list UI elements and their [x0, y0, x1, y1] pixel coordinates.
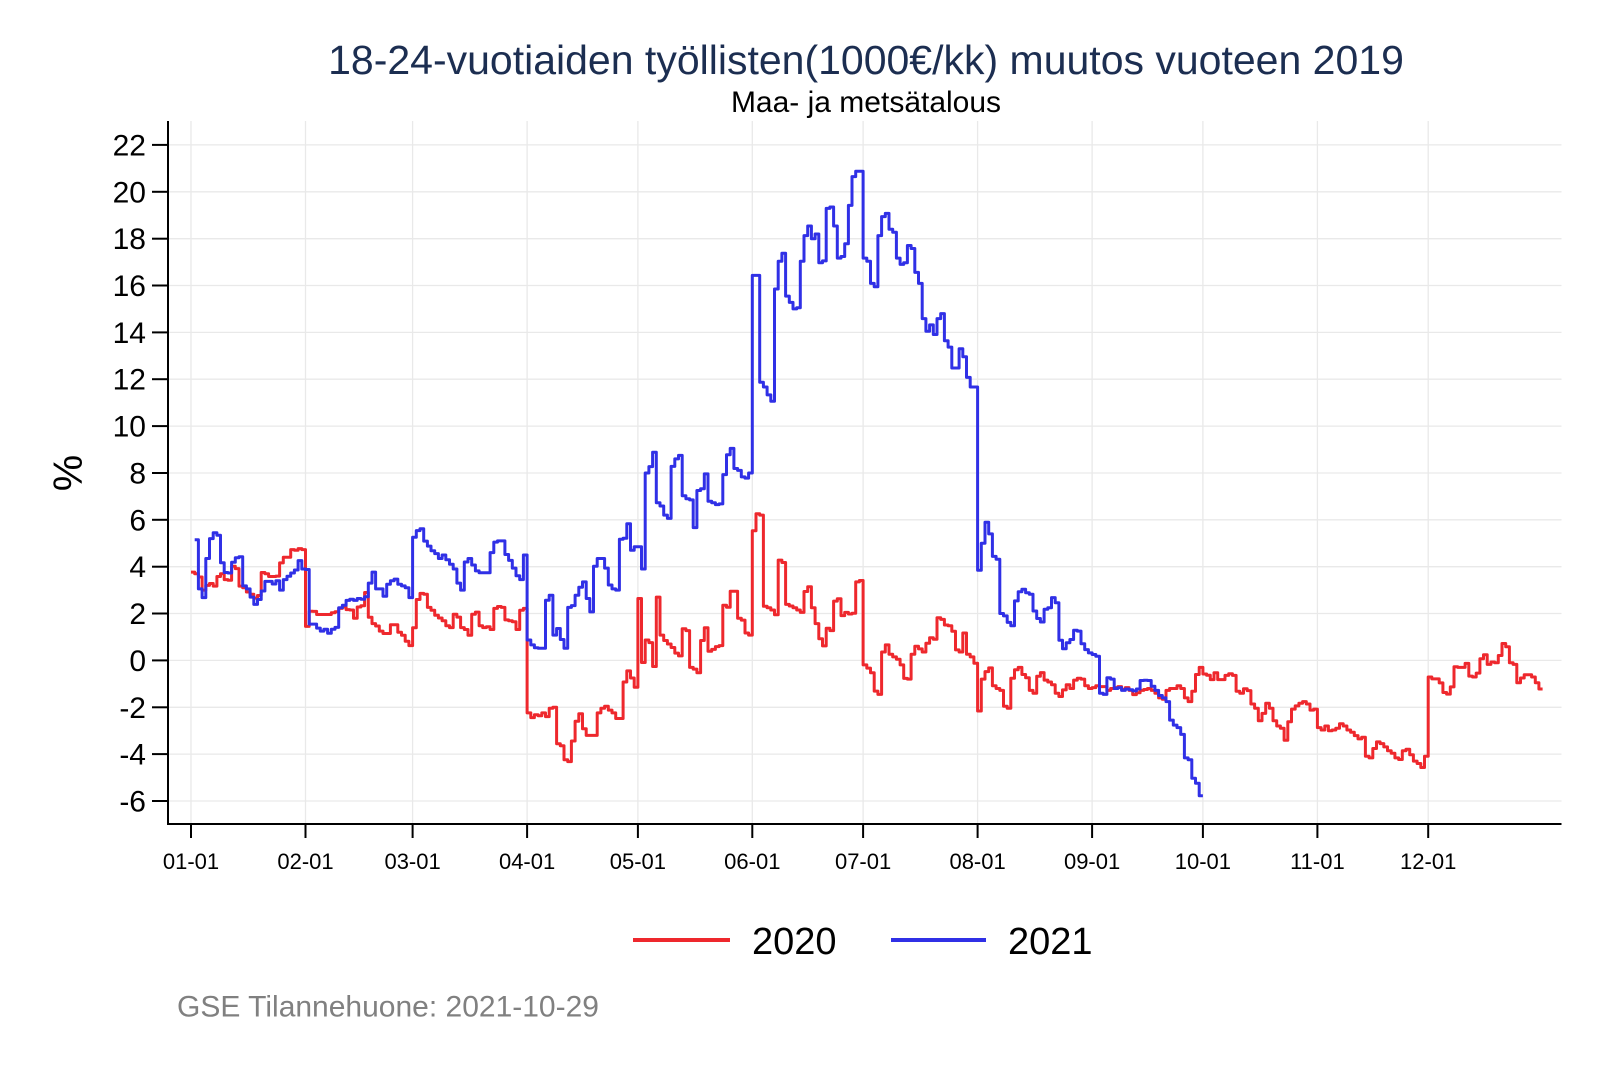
- svg-text:6: 6: [129, 504, 146, 537]
- svg-text:2021: 2021: [1008, 921, 1093, 963]
- svg-text:03-01: 03-01: [384, 849, 440, 874]
- svg-text:04-01: 04-01: [499, 849, 555, 874]
- svg-text:10-01: 10-01: [1175, 849, 1231, 874]
- svg-text:12-01: 12-01: [1400, 849, 1456, 874]
- svg-text:2020: 2020: [752, 921, 837, 963]
- svg-text:8: 8: [129, 458, 146, 491]
- svg-text:-6: -6: [119, 786, 146, 819]
- svg-text:05-01: 05-01: [610, 849, 666, 874]
- svg-text:Maa- ja metsätalous: Maa- ja metsätalous: [731, 86, 1001, 119]
- svg-text:11-01: 11-01: [1290, 849, 1345, 874]
- svg-text:20: 20: [113, 176, 146, 209]
- svg-text:22: 22: [113, 129, 146, 162]
- svg-text:06-01: 06-01: [724, 849, 780, 874]
- svg-text:01-01: 01-01: [163, 849, 219, 874]
- svg-text:09-01: 09-01: [1064, 849, 1120, 874]
- svg-text:-4: -4: [119, 739, 146, 772]
- svg-text:16: 16: [113, 270, 146, 303]
- svg-text:2: 2: [129, 598, 146, 631]
- svg-text:-2: -2: [119, 692, 146, 725]
- svg-text:02-01: 02-01: [277, 849, 333, 874]
- svg-text:18-24-vuotiaiden työllisten(10: 18-24-vuotiaiden työllisten(1000€/kk) mu…: [328, 37, 1404, 83]
- svg-text:GSE Tilannehuone: 2021-10-29: GSE Tilannehuone: 2021-10-29: [177, 991, 599, 1024]
- svg-text:%: %: [45, 455, 91, 491]
- svg-text:12: 12: [113, 364, 146, 397]
- svg-text:07-01: 07-01: [835, 849, 891, 874]
- svg-text:18: 18: [113, 223, 146, 256]
- svg-text:08-01: 08-01: [949, 849, 1005, 874]
- svg-text:14: 14: [113, 317, 146, 350]
- svg-text:0: 0: [129, 645, 146, 678]
- svg-text:4: 4: [129, 551, 146, 584]
- svg-text:10: 10: [113, 411, 146, 444]
